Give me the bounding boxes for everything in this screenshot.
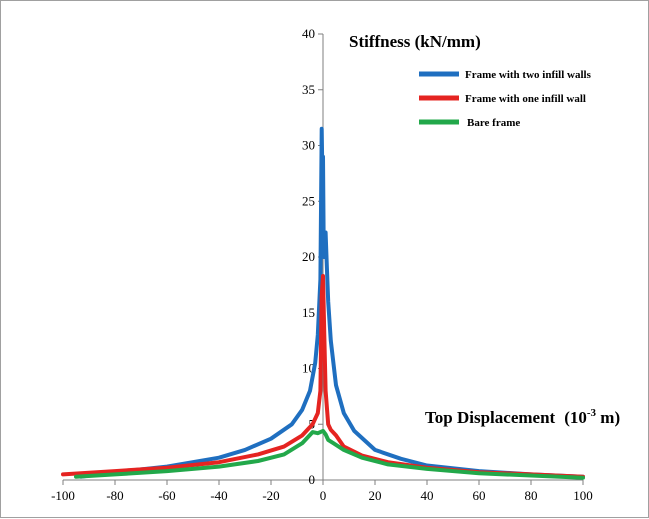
y-tick-label: 15 (302, 305, 315, 320)
x-tick-label: -100 (51, 488, 75, 503)
x-tick-label: 80 (525, 488, 538, 503)
legend-label-3: Bare frame (467, 117, 520, 129)
series-line-2 (61, 274, 585, 479)
x-tick-label: -60 (158, 488, 175, 503)
x-tick-label: 40 (421, 488, 434, 503)
y-tick-label: 0 (309, 472, 316, 487)
y-tick-label: 35 (302, 82, 315, 97)
x-tick-label: 20 (369, 488, 382, 503)
x-tick-label: 100 (573, 488, 593, 503)
y-axis-title: Stiffness (kN/mm) (349, 32, 481, 51)
y-tick-label: 20 (302, 249, 315, 264)
y-tick-label: 30 (302, 138, 315, 153)
axes: -100 -80 -60 -40 -20 0 20 40 60 80 100051015202530… (51, 26, 593, 503)
legend-label-2: Frame with one infill wall (465, 93, 586, 105)
series-line-3 (74, 428, 585, 480)
x-axis-unit: (10 (564, 408, 587, 427)
series-layer (61, 126, 585, 480)
y-tick-label: 25 (302, 193, 315, 208)
x-axis-title-text: Top Displacement (425, 408, 556, 427)
x-tick-label: 0 (320, 488, 327, 503)
x-tick-label: 60 (473, 488, 486, 503)
x-tick-label: -40 (210, 488, 227, 503)
series-line-1 (79, 126, 585, 479)
x-axis-unit-exponent: -3 (587, 407, 597, 419)
legend: Frame with two infill walls Frame with on… (419, 69, 592, 129)
x-tick-label: -20 (262, 488, 279, 503)
y-tick-label: 40 (302, 26, 315, 41)
x-axis-unit-suffix: m) (596, 408, 620, 427)
x-tick-label: -80 (106, 488, 123, 503)
x-axis-title: Top Displacement (10-3 m) (425, 407, 620, 427)
legend-label-1: Frame with two infill walls (465, 69, 592, 81)
